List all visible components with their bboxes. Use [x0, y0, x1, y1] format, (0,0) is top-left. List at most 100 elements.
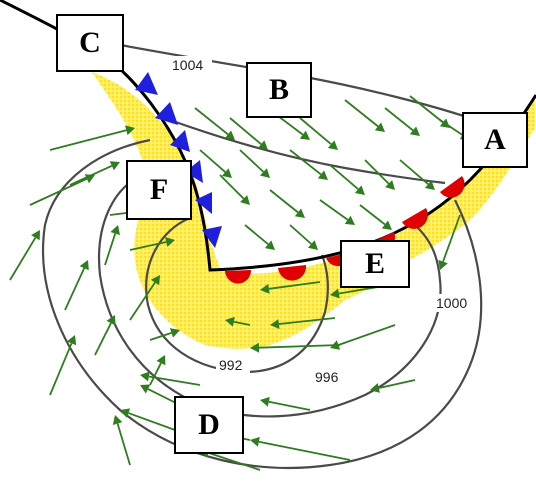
- isobar-label-996: 996: [315, 369, 339, 385]
- wind-arrow-head: [106, 315, 116, 326]
- wind-arrow-shaft: [64, 267, 86, 311]
- wind-arrow-head: [260, 396, 270, 407]
- wind-arrow-shaft: [233, 320, 251, 326]
- label-box-c: C: [56, 14, 124, 72]
- wind-arrow-head: [294, 208, 305, 218]
- wind-arrow-head: [317, 170, 328, 180]
- wind-arrow-head: [370, 383, 380, 393]
- wind-arrow-shaft: [229, 117, 262, 145]
- wind-arrow-shaft: [208, 451, 261, 471]
- wind-arrow-head: [79, 260, 89, 271]
- wind-arrow-head: [250, 436, 260, 447]
- wind-arrow-head: [270, 319, 280, 330]
- wind-arrow-head: [330, 340, 341, 350]
- wind-arrow-head: [381, 220, 392, 230]
- wind-arrow-head: [374, 122, 385, 132]
- wind-arrow-head: [409, 126, 420, 136]
- label-box-d: D: [174, 396, 244, 454]
- label-d: D: [198, 408, 220, 441]
- label-a: A: [484, 123, 506, 156]
- wind-arrow-head: [260, 283, 270, 294]
- wind-arrow-head: [385, 180, 395, 190]
- isobar-996: [98, 170, 442, 418]
- wind-arrow-shaft: [129, 241, 167, 251]
- wind-arrow-shaft: [239, 149, 265, 173]
- wind-arrow-head: [240, 195, 250, 205]
- wind-arrow-shaft: [364, 159, 390, 185]
- wind-arrow-shaft: [199, 149, 226, 173]
- wind-arrow-shaft: [359, 204, 386, 226]
- wind-arrow-head: [330, 288, 340, 299]
- label-box-e: E: [340, 240, 410, 288]
- wind-arrow-head: [260, 168, 270, 178]
- wind-arrow-shaft: [278, 317, 336, 325]
- wind-arrow-head: [120, 408, 131, 418]
- wind-arrow-shaft: [116, 423, 131, 466]
- label-box-f: F: [126, 160, 192, 220]
- wind-arrow-shaft: [244, 224, 269, 245]
- wind-arrow-head: [250, 342, 260, 353]
- wind-arrow-head: [221, 168, 232, 178]
- wind-arrow-head: [225, 316, 235, 327]
- wind-arrow-shaft: [258, 344, 341, 349]
- wind-arrow-head: [424, 180, 435, 190]
- label-c: C: [79, 26, 101, 59]
- isobar-1000: [41, 138, 483, 470]
- wind-arrow-shaft: [49, 129, 127, 151]
- wind-arrow-head: [140, 371, 150, 382]
- wind-arrow-shaft: [94, 322, 112, 356]
- wind-arrow-shaft: [289, 149, 322, 176]
- wind-arrow-head: [307, 240, 318, 250]
- wind-arrow-shaft: [149, 362, 162, 386]
- wind-arrow-head: [299, 130, 310, 140]
- wind-arrow-head: [140, 384, 151, 394]
- wind-arrow-shaft: [319, 199, 349, 221]
- wind-arrow-shaft: [268, 281, 321, 290]
- wind-arrow-head: [169, 328, 180, 338]
- wind-arrow-shaft: [338, 324, 396, 346]
- label-box-b: B: [246, 62, 312, 118]
- wind-arrow-head: [327, 140, 338, 150]
- wind-arrow-head: [84, 174, 95, 184]
- precipitation-area: [92, 72, 535, 349]
- wind-arrow-shaft: [399, 159, 429, 185]
- wind-arrow-shaft: [9, 237, 37, 281]
- wind-arrow-head: [125, 125, 135, 136]
- wind-arrow-head: [150, 275, 160, 286]
- wind-arrow-head: [110, 225, 120, 236]
- wind-arrow-shaft: [409, 95, 444, 124]
- wind-arrow-head: [31, 230, 40, 241]
- wind-arrow-head: [112, 415, 123, 426]
- wind-arrow-head: [438, 259, 448, 270]
- wind-arrow-head: [109, 161, 120, 171]
- wind-arrow-shaft: [129, 281, 156, 321]
- wind-arrow-shaft: [439, 119, 464, 136]
- wind-arrow-shaft: [148, 375, 201, 386]
- wind-arrow-shaft: [29, 177, 88, 206]
- wind-arrow-shaft: [128, 412, 176, 431]
- wind-arrow-shaft: [219, 174, 245, 200]
- wind-arrows: [9, 95, 470, 471]
- wind-arrow-shaft: [378, 379, 416, 389]
- wind-arrow-shaft: [268, 400, 311, 411]
- label-e: E: [364, 247, 385, 280]
- wind-arrow-shaft: [269, 189, 299, 214]
- wind-arrow-shaft: [289, 224, 312, 245]
- wind-arrow-shaft: [384, 107, 414, 132]
- wind-arrow-shaft: [344, 99, 379, 128]
- isobar-label-992: 992: [219, 357, 243, 373]
- label-b: B: [268, 73, 289, 106]
- wind-arrow-shaft: [258, 440, 351, 461]
- wind-arrow-head: [257, 140, 268, 150]
- wind-arrow-shaft: [442, 214, 461, 262]
- isobar-label-1000: 1000: [436, 295, 467, 311]
- wind-arrow-head: [344, 215, 355, 225]
- wind-arrow-shaft: [194, 107, 229, 136]
- label-box-a: A: [462, 112, 528, 168]
- wind-arrow-shaft: [329, 164, 359, 190]
- label-f: F: [149, 173, 169, 206]
- wind-arrow-head: [224, 130, 235, 140]
- wind-arrow-shaft: [49, 342, 73, 396]
- wind-arrow-head: [66, 335, 77, 346]
